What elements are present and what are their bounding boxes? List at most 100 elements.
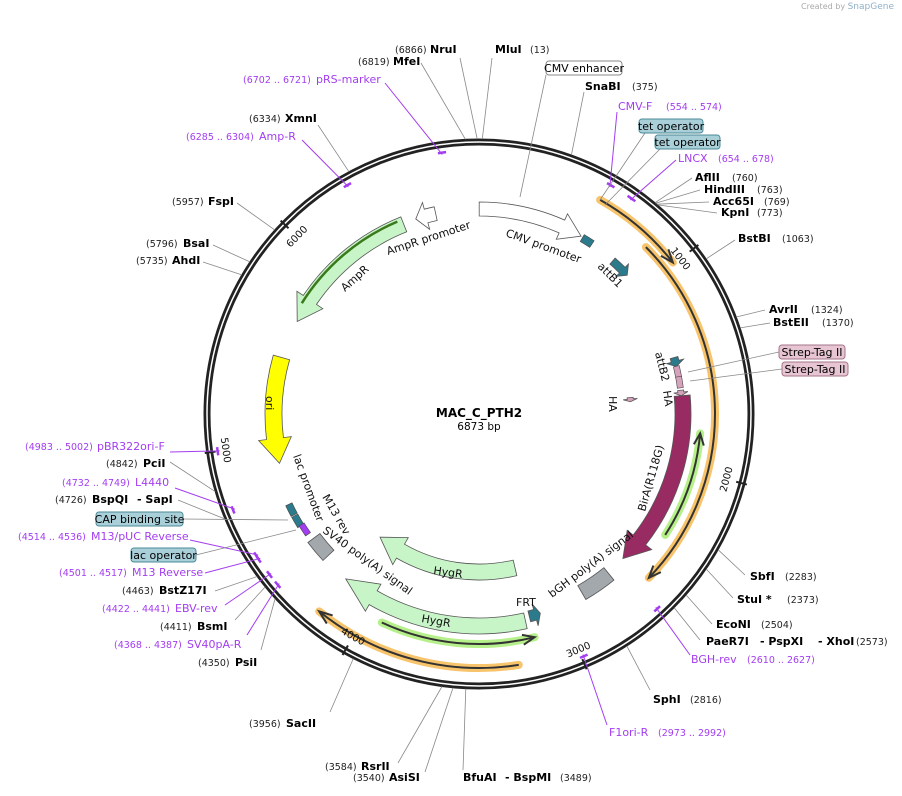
site-position-ahdi: (5735)	[136, 256, 168, 267]
site-position-sphi: (2816)	[690, 695, 722, 706]
primer-name-ebvrev: EBV-rev	[175, 602, 218, 615]
site-leader-hindiii	[655, 189, 701, 204]
site-name-bstbi: BstBI	[738, 232, 771, 245]
primer-range-sv40par: (4368 .. 4387)	[114, 640, 182, 651]
site-name-snabi: SnaBI	[585, 80, 621, 93]
primer-leader-prsmarker	[384, 82, 443, 155]
primer-leader-lncx	[629, 159, 677, 201]
feature-box-label-streptagii-6: Strep-Tag II	[785, 363, 846, 376]
feature-label-hygr-1: HygR	[433, 564, 464, 581]
site-leader-bfuai	[462, 688, 467, 771]
site-name-nrui: NruI	[430, 43, 457, 56]
box-leader-cmvenhancer-0	[519, 74, 547, 198]
site-name-ahdi: AhdI	[172, 254, 200, 267]
strep-tag-mark-2	[675, 375, 684, 389]
primer-range-ampr: (6285 .. 6304)	[186, 132, 254, 143]
primer-leader-f1orir	[582, 654, 608, 726]
site-leader-acc65i	[656, 201, 710, 205]
primer-range-cmvf: (554 .. 574)	[666, 102, 722, 113]
site-position-bspqi: (4726)	[55, 495, 87, 506]
attb2-arrow	[665, 355, 685, 367]
primer-range-m13pucreverse: (4514 .. 4536)	[18, 532, 86, 543]
primer-name-bghrev: BGH-rev	[691, 653, 737, 666]
site-position-bsteii: (1370)	[822, 318, 854, 329]
site-position-snabi: (375)	[632, 82, 658, 93]
site-position-bfuai: (3489)	[560, 773, 592, 784]
ha-tag-1	[673, 389, 689, 397]
feature-label-attb2: attB2	[652, 351, 672, 383]
site-name-bfuai: BfuAI	[463, 771, 497, 784]
site-name-stui: StuI *	[737, 593, 772, 606]
bira-arrow	[622, 394, 692, 560]
site-name-acc65i: Acc65I	[713, 195, 754, 208]
feature-layer	[215, 150, 719, 672]
feature-label-hygr-2: HygR	[420, 612, 452, 630]
credit-brand: SnapGene	[847, 2, 894, 12]
hygr-arrow-1	[379, 536, 518, 581]
site-name-avrii: AvrII	[769, 303, 798, 316]
tick-mark-6000	[279, 219, 290, 230]
primer-range-f1orir: (2973 .. 2992)	[658, 728, 726, 739]
primer-range-l4440: (4732 .. 4749)	[62, 478, 130, 489]
feature-box-label-cmvenhancer-0: CMV enhancer	[544, 62, 624, 75]
feature-label-ha-2: HA	[606, 396, 619, 412]
primer-range-lncx: (654 .. 678)	[718, 154, 774, 165]
cap-site-mark	[285, 502, 298, 517]
orange-arc-2-head	[646, 565, 662, 580]
site-position-asisi: (3540)	[353, 773, 385, 784]
site-name-fspi: FspI	[208, 195, 234, 208]
box-leader-lacoperator-4	[195, 529, 297, 556]
site-name-xmni: XmnI	[285, 112, 317, 125]
ori-arrow	[257, 354, 292, 464]
green-arc-bottom-line	[381, 621, 535, 645]
plasmid-length: 6873 bp	[457, 421, 501, 433]
site-leader-sphi	[626, 645, 651, 691]
primer-range-ebvrev: (4422 .. 4441)	[102, 604, 170, 615]
site-position-nrui: (6866)	[395, 45, 427, 56]
site-position-paer7i: (2573)	[856, 637, 888, 648]
site-leader-ahdi	[202, 261, 242, 276]
site-position-hindiii: (763)	[757, 185, 783, 196]
backbone-ring	[203, 138, 755, 690]
site-leader-psii	[260, 598, 276, 651]
tick-label-3000: 3000	[565, 640, 593, 660]
site-position-bstbi: (1063)	[782, 234, 814, 245]
primer-leader-m13pucreverse	[189, 539, 259, 556]
site-leader-fspi	[236, 202, 275, 231]
site-position-bsmi: (4411)	[160, 622, 192, 633]
site-position-acc65i: (769)	[764, 197, 790, 208]
primer-range-m13reverse: (4501 .. 4517)	[59, 568, 127, 579]
site-position-aflii: (760)	[732, 173, 758, 184]
primer-name-f1orir: F1ori-R	[609, 726, 649, 739]
box-leader-capbindingsite-3	[182, 518, 289, 521]
site-leader-mlui	[481, 57, 493, 140]
feature-box-streptagii-5	[778, 344, 846, 360]
box-leader-tetoperator-1	[599, 132, 646, 201]
site-name-sapi: - SapI	[137, 493, 173, 506]
site-leader-bstz17i	[214, 576, 258, 592]
feature-box-streptagii-6	[781, 361, 849, 377]
site-leader-pcii	[169, 461, 216, 492]
site-name-mlui: MluI	[495, 43, 522, 56]
green-arc-right-line	[664, 433, 702, 536]
primer-name-lncx: LNCX	[678, 152, 708, 165]
site-position-bstz17i: (4463)	[122, 586, 154, 597]
primer-leader-ebvrev	[224, 572, 272, 606]
site-name-bspmi: - BspMI	[505, 771, 551, 784]
site-name-rsrii: RsrII	[361, 760, 390, 773]
primer-name-l4440: L4440	[135, 476, 169, 489]
hygr-arrow-2	[344, 578, 528, 635]
site-leader-aflii	[654, 177, 693, 204]
site-name-bstz17i: BstZ17I	[159, 584, 207, 597]
site-position-stui: (2373)	[787, 595, 819, 606]
site-name-hindiii: HindIII	[704, 183, 745, 196]
site-name-mfei: MfeI	[393, 55, 420, 68]
site-name-bsmi: BsmI	[197, 620, 228, 633]
site-position-rsrii: (3584)	[325, 762, 357, 773]
credit-prefix: Created by	[801, 2, 846, 11]
tick-label-5000: 5000	[218, 437, 232, 464]
feature-box-label-capbindingsite-3: CAP binding site	[95, 513, 185, 526]
ampr-arrow	[296, 216, 408, 323]
